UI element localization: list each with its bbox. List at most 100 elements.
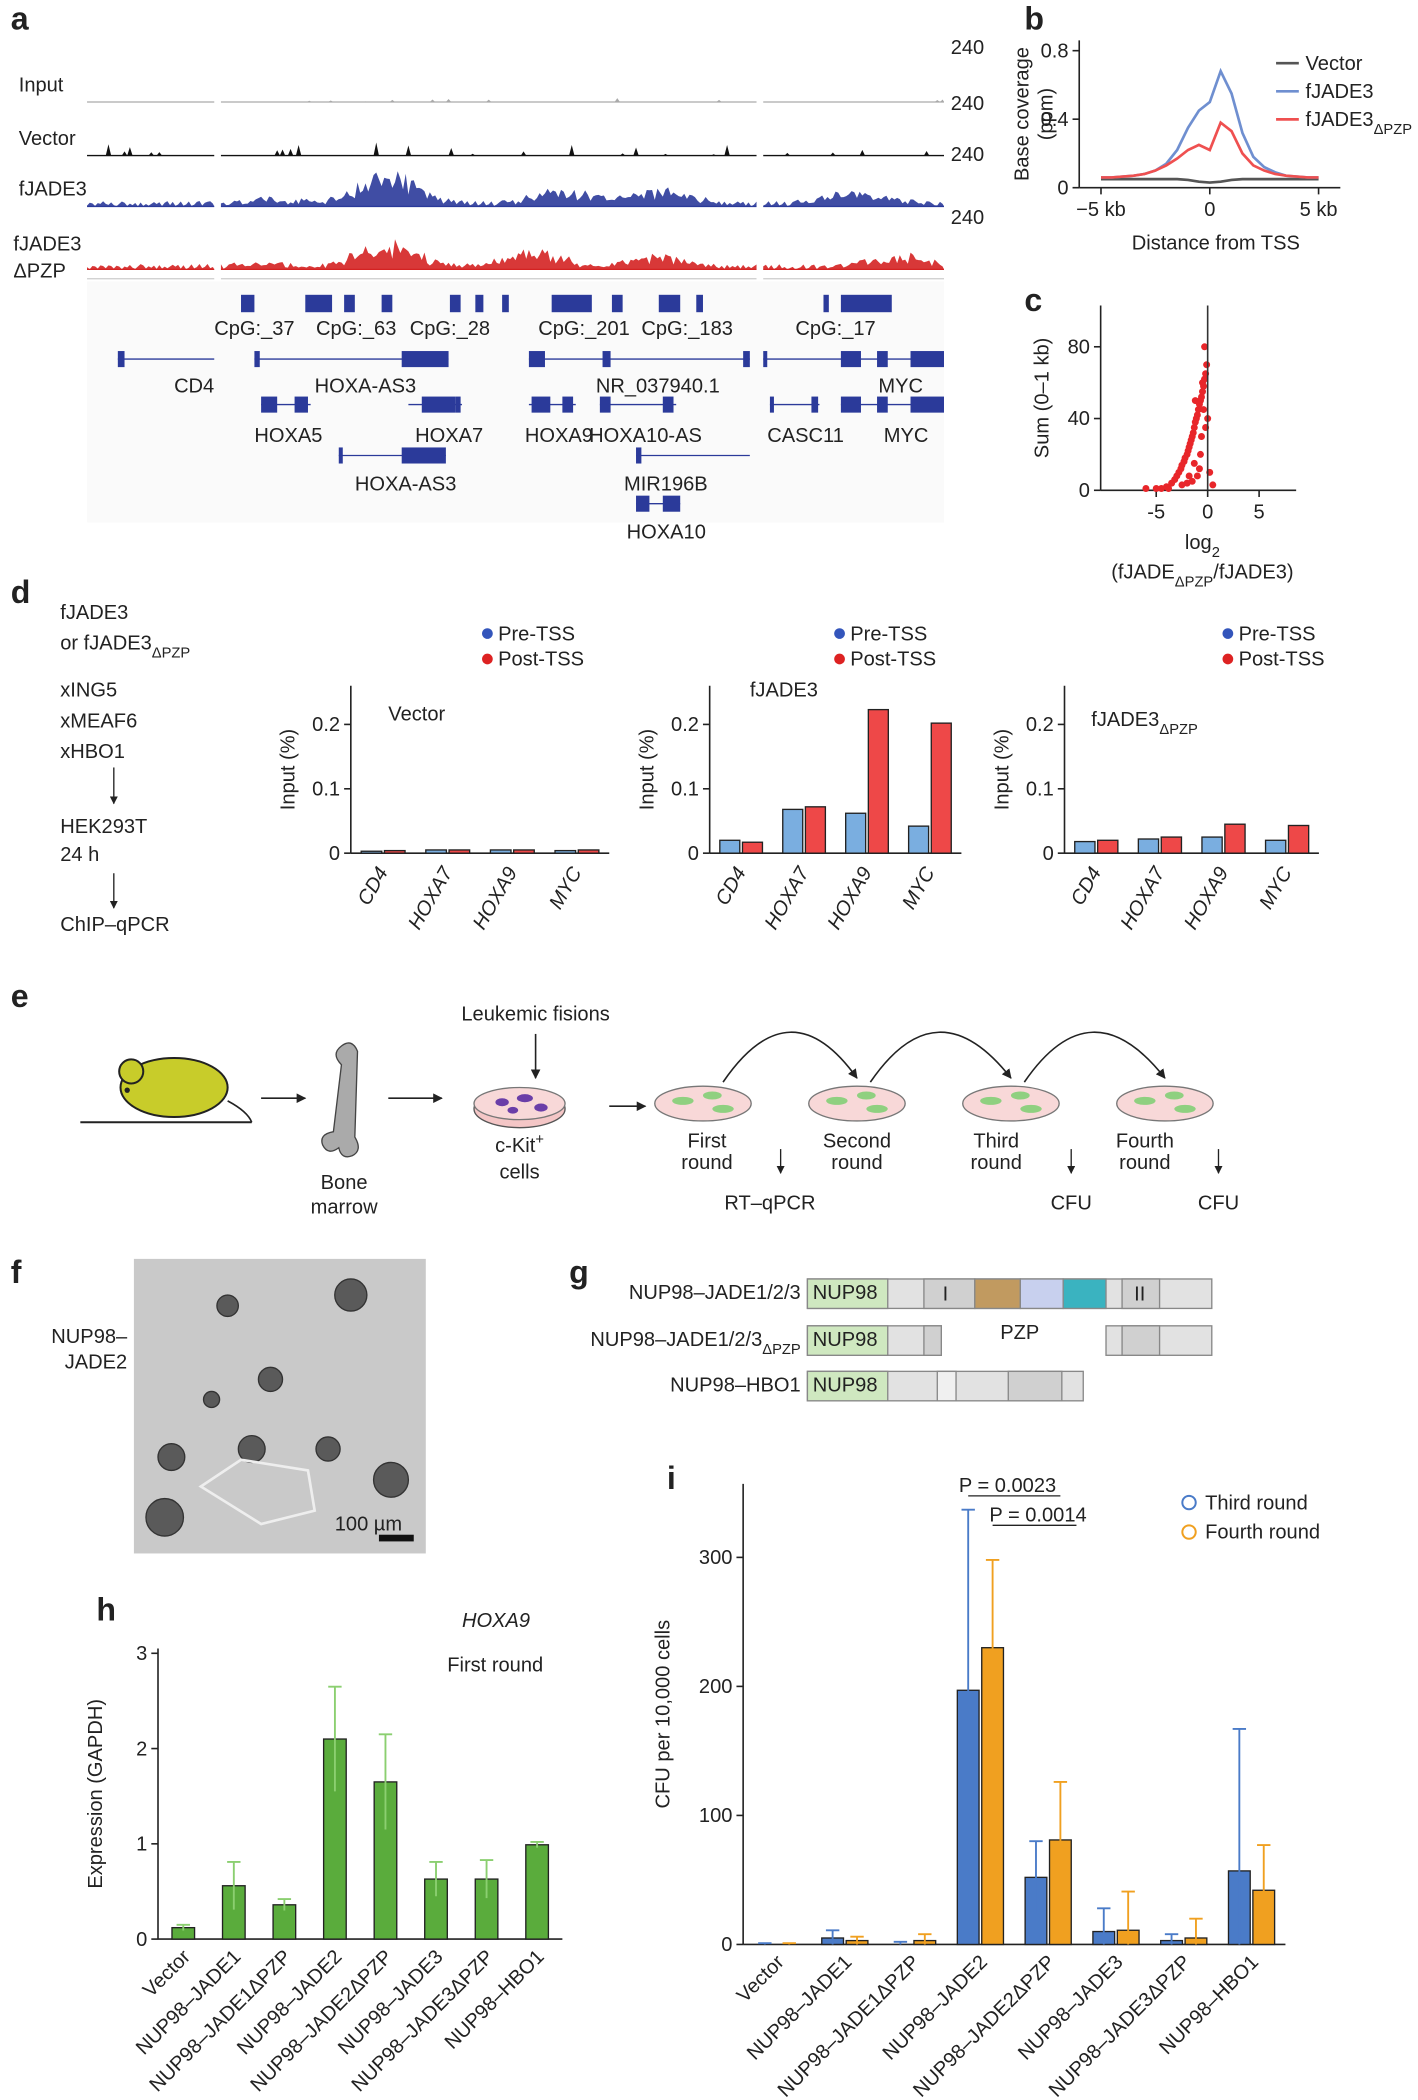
y-tick-label: 0 [1079,480,1090,502]
scheme-label: cells [499,1162,539,1184]
y-tick-label: 40 [1068,408,1090,430]
coverage-track [220,142,757,156]
construct-name: NUP98–JADE1/2/3 [629,1282,801,1304]
cpg-label: CpG:_28 [410,318,490,340]
legend-label: Third round [1205,1492,1308,1514]
scatter-point [1193,411,1201,419]
y-tick-label: 0 [721,1934,732,1956]
coverage-track [763,252,944,270]
bar [867,708,889,854]
bar [360,850,383,854]
error-bar [328,1685,342,1792]
y-tick-label: 100 [699,1805,733,1827]
scheme-label: round [971,1152,1022,1174]
scatter-point [1199,379,1207,387]
exon [636,495,650,512]
gene-label: CASC11 [767,425,844,447]
error-bar [1121,1890,1135,1945]
bar [845,812,867,854]
scheme-label-part: c-Kit [495,1135,536,1157]
cpg-box [475,294,484,313]
bar [1201,836,1223,854]
y-tick-label: 0 [1057,177,1068,199]
legend-label: Pre-TSS [850,623,927,645]
y-tick-label: 300 [699,1547,733,1569]
workflow-step: xING5 [60,680,117,702]
panel-label: e [11,978,29,1014]
legend-marker [1222,653,1234,665]
error-bar [1189,1917,1203,1945]
error-bar [758,1942,772,1945]
scatter-point [1194,406,1202,414]
domain-label: NUP98 [813,1374,878,1396]
error-bar [825,1929,840,1945]
y-tick-label: 0 [688,843,699,865]
gene-label: HOXA-AS3 [315,376,417,398]
gene-label: NR_037940.1 [596,376,720,398]
legend-marker [834,653,845,665]
construct-name-part: NUP98–JADE1/2/3 [590,1329,762,1351]
workflow-step: fJADE3 [60,602,128,624]
x-tick-label: CD4 [1067,863,1106,909]
y-axis-label: Input (%) [278,729,300,810]
scatter-point [1152,485,1160,492]
x-axis-label: (fJADEΔPZP/fJADE3) [1111,562,1293,591]
legend-label: Pre-TSS [1239,623,1316,645]
exon [421,396,456,413]
panel-label: c [1024,282,1042,318]
scatter-point [1209,481,1217,489]
exon [294,396,308,413]
bar [1224,823,1246,854]
panel-label: a [11,1,30,37]
scatter-point [1198,393,1205,401]
x-tick-label: CD4 [354,863,393,909]
x-axis-label-part: ΔPZP [1175,575,1214,591]
error-bar [1097,1907,1111,1945]
bar [513,849,535,854]
error-bar [479,1859,494,1899]
coverage-track [220,239,757,270]
bar [489,849,512,854]
panel-label: h [96,1591,116,1627]
error-bar [893,1940,908,1945]
bar [804,806,827,854]
x-axis-label: Distance from TSS [1132,232,1300,254]
domain-diagram [806,1278,1213,1402]
exon [763,351,768,368]
exon [562,396,574,413]
line-series [1100,177,1319,184]
scheme-label-part: + [535,1132,544,1148]
cpg-label: CpG:_63 [316,318,396,340]
domain-label: I [943,1283,949,1305]
line-series [1100,67,1319,179]
y-axis-label: (ppm) [1035,88,1057,140]
bar [1287,824,1310,854]
track-name: fJADE3 [19,179,87,201]
gene-label: MYC [884,425,929,447]
panel-label: b [1024,1,1044,37]
y-tick-label: 0.1 [312,778,340,800]
legend-marker [1181,1494,1197,1511]
coverage-track [87,200,215,207]
y-tick-label: 2 [136,1738,147,1760]
legend-label: Fourth round [1205,1522,1320,1544]
exon [117,351,125,368]
coverage-track [220,98,757,102]
exon [528,351,545,368]
y-axis-label: Base coverage [1011,47,1033,181]
legend-label: Post-TSS [1239,649,1325,671]
bar [1137,838,1160,854]
exon [636,447,642,464]
y-axis-label: Sum (0–1 kb) [1031,338,1053,459]
scatter-point [1185,472,1193,480]
workflow-step-part: or fJADE3 [60,633,152,655]
domain-label: PZP [1000,1322,1039,1344]
scatter-point [1190,424,1198,431]
x-tick-label: HOXA9 [469,863,522,933]
exon [910,396,944,413]
exon [455,396,461,413]
error-bar [277,1898,292,1911]
chart-title-part: ΔPZP [1159,722,1198,738]
chart-title: fJADE3 [750,680,818,702]
error-bar [1029,1840,1043,1914]
